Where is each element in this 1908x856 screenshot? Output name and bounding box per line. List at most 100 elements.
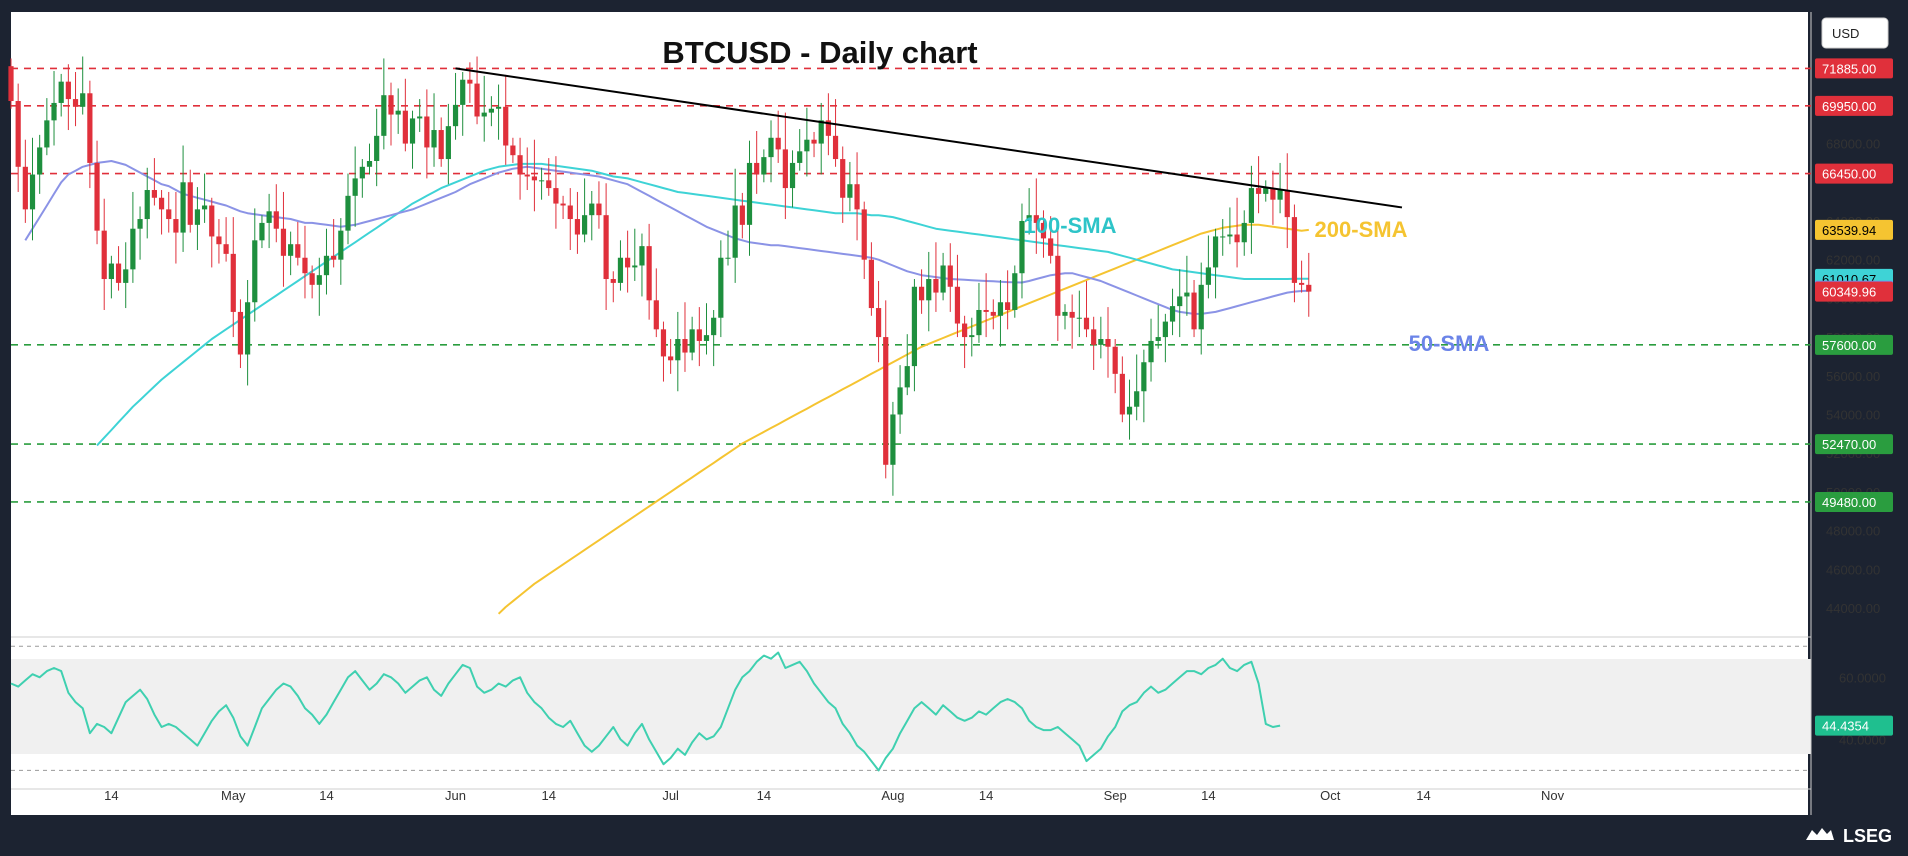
candle-body-163 [1177, 296, 1183, 307]
candle-body-174 [1255, 188, 1262, 194]
candle-body-7 [58, 81, 64, 103]
candle-body-79 [574, 219, 581, 235]
candle-body-155 [1119, 373, 1125, 415]
candle-body-104 [754, 162, 760, 175]
candle-body-29 [216, 236, 222, 245]
candle-body-98 [711, 317, 717, 336]
candle-body-45 [331, 255, 337, 260]
candle-body-48 [352, 178, 358, 196]
candle-body-88 [639, 246, 645, 266]
candle-body-125 [904, 366, 910, 388]
candle-body-66 [481, 112, 487, 117]
candle-body-19 [144, 190, 150, 220]
candle-body-62 [452, 104, 459, 127]
rsi-tag-bg [1815, 715, 1893, 736]
candle-body-103 [746, 162, 753, 225]
candle-body-92 [668, 356, 674, 361]
level-tag-5-text: 49480.00 [1822, 495, 1876, 510]
price-tick-label-9: 62000.00 [1826, 253, 1880, 268]
candle-body-151 [1091, 329, 1097, 345]
candle-body-83 [603, 215, 609, 280]
candle-body-80 [582, 215, 588, 235]
time-tick-label-12: 14 [1416, 788, 1430, 803]
candle-body-176 [1270, 188, 1276, 200]
candle-body-25 [187, 182, 193, 225]
candle-body-6 [51, 102, 57, 121]
candle-body-58 [424, 116, 430, 148]
candle-body-5 [44, 120, 50, 148]
candle-body-115 [832, 135, 839, 160]
candle-body-37 [273, 211, 279, 229]
level-tag-2-bg [1815, 163, 1893, 184]
candle-body-178 [1284, 190, 1290, 218]
candle-body-179 [1291, 217, 1298, 283]
rsi-tick-label-1: 40.0000 [1839, 732, 1886, 747]
candle-body-131 [947, 265, 953, 287]
time-axis-ticks: 14 May 14 Jun 14 Jul 14 Aug 14 Sep 14 Oct 14 Nov [104, 788, 1564, 803]
candle-body-20 [151, 190, 157, 198]
candle-body-144 [1040, 222, 1047, 239]
candle-body-32 [237, 311, 244, 355]
candle-body-169 [1220, 236, 1226, 238]
currency-box[interactable] [1821, 17, 1889, 49]
candle-body-52 [381, 95, 387, 136]
candle-body-91 [660, 329, 667, 357]
candle-body-149 [1076, 317, 1082, 319]
candle-body-150 [1083, 317, 1090, 330]
candle-body-114 [825, 120, 831, 136]
candle-body-134 [969, 335, 975, 338]
candle-body-173 [1248, 188, 1255, 223]
candle-body-53 [388, 95, 394, 115]
candle-body-71 [517, 155, 523, 175]
candle-body-159 [1148, 340, 1154, 363]
candle-body-112 [811, 139, 817, 144]
time-tick-label-7: Aug [881, 788, 904, 803]
candle-body-175 [1263, 188, 1269, 194]
price-tag-3-bg [1815, 281, 1893, 302]
candle-body-89 [646, 246, 652, 301]
candle-body-132 [954, 286, 961, 324]
candle-body-124 [897, 387, 903, 415]
candle-body-30 [223, 244, 229, 254]
candle-body-36 [266, 211, 272, 223]
price-tag-3-text: 60349.96 [1822, 285, 1876, 300]
sma100-line [96, 162, 1309, 447]
candle-body-67 [488, 108, 494, 113]
candle-body-139 [1005, 302, 1011, 310]
level-tag-0-text: 71885.00 [1822, 61, 1876, 76]
candle-body-28 [209, 205, 215, 237]
candle-body-44 [323, 255, 330, 276]
candle-body-27 [201, 205, 208, 210]
candle-body-84 [610, 279, 616, 283]
candle-body-50 [366, 160, 373, 167]
candle-body-10 [80, 93, 86, 107]
candles [8, 56, 1312, 496]
candle-body-55 [402, 110, 408, 144]
candle-body-138 [997, 302, 1004, 316]
candle-body-63 [460, 79, 466, 105]
candle-body-147 [1062, 311, 1068, 316]
candle-body-34 [252, 240, 258, 303]
time-tick-label-3: Jun [445, 788, 466, 803]
level-tag-5-bg [1815, 491, 1893, 512]
candle-body-109 [789, 162, 796, 189]
candle-body-136 [983, 309, 989, 312]
candle-body-154 [1112, 346, 1118, 374]
candle-body-61 [445, 126, 451, 160]
candle-body-85 [617, 257, 624, 283]
candle-body-65 [474, 83, 480, 117]
candle-body-107 [775, 137, 781, 150]
candle-body-76 [553, 188, 559, 204]
candle-body-87 [632, 265, 638, 268]
time-tick-label-2: 14 [319, 788, 333, 803]
horizontal-levels [11, 67, 1811, 503]
candle-body-72 [524, 174, 530, 177]
candle-body-54 [395, 110, 401, 115]
chart-title: BTCUSD - Daily chart [662, 35, 977, 70]
candle-body-108 [782, 149, 788, 189]
lseg-logo: LSEG [1806, 826, 1892, 846]
candle-body-8 [65, 81, 71, 100]
candle-body-146 [1055, 255, 1061, 316]
